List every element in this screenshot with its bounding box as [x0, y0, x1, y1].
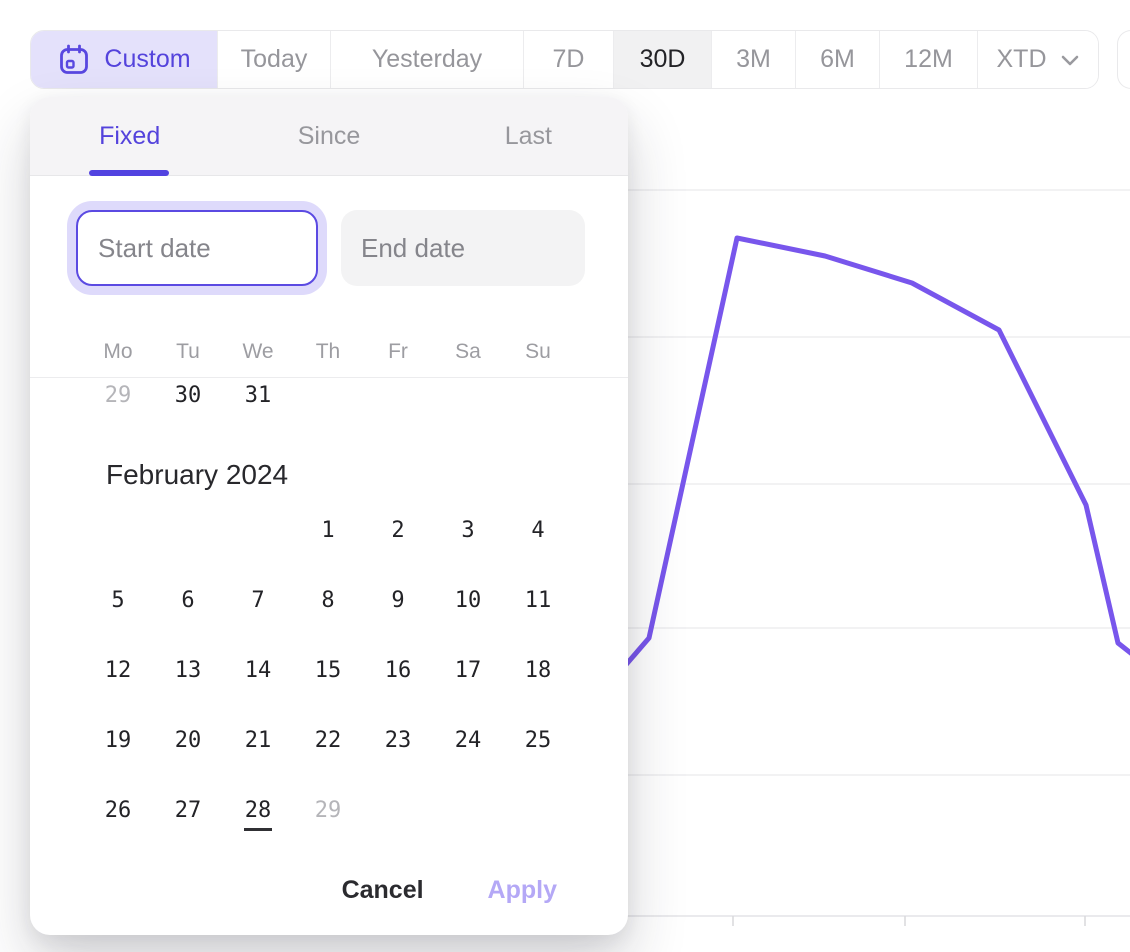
active-tab-underline: [89, 170, 169, 176]
calendar-week-row: 5 6 7 8 9 10 11: [83, 566, 573, 636]
calendar-day-5[interactable]: 5: [111, 588, 125, 613]
calendar-week-row: 19 20 21 22 23 24 25: [83, 706, 573, 776]
calendar-week-row: 1 2 3 4: [83, 496, 573, 566]
calendar-divider: [30, 377, 628, 378]
toolbar-button-xtd[interactable]: XTD: [978, 31, 1098, 88]
calendar-day-15[interactable]: 15: [314, 658, 342, 683]
toolbar-button-today[interactable]: Today: [218, 31, 331, 88]
weekday-label-mo: Mo: [103, 340, 133, 363]
calendar-week-row: 12 13 14 15 16 17 18: [83, 636, 573, 706]
tab-since[interactable]: Since: [297, 121, 361, 150]
calendar-day-30[interactable]: 30: [174, 383, 202, 408]
start-date-input[interactable]: [76, 210, 318, 286]
apply-button[interactable]: Apply: [487, 875, 557, 904]
calendar-day-27[interactable]: 27: [174, 798, 202, 823]
toolbar-button-label: 12M: [904, 45, 953, 73]
calendar-empty-cell: [223, 496, 293, 566]
calendar-day-13[interactable]: 13: [174, 658, 202, 683]
calendar-day-20[interactable]: 20: [174, 728, 202, 753]
calendar-day-24[interactable]: 24: [454, 728, 482, 753]
calendar-empty-cell: [363, 378, 433, 414]
toolbar-button-7d[interactable]: 7D: [524, 31, 614, 88]
calendar-day-12[interactable]: 12: [104, 658, 132, 683]
calendar-day-2[interactable]: 2: [391, 518, 405, 543]
calendar-empty-cell: [363, 776, 433, 846]
calendar-day-21[interactable]: 21: [244, 728, 272, 753]
weekday-label-sa: Sa: [455, 340, 481, 363]
calendar-day-6[interactable]: 6: [181, 588, 195, 613]
calendar-day-14[interactable]: 14: [244, 658, 272, 683]
toolbar-button-label: XTD: [996, 45, 1047, 73]
calendar-empty-cell: [83, 496, 153, 566]
toolbar-button-12m[interactable]: 12M: [880, 31, 978, 88]
calendar-day-28[interactable]: 28: [223, 776, 293, 846]
today-underline: 28: [243, 798, 273, 831]
calendar-day-17[interactable]: 17: [454, 658, 482, 683]
toolbar-button-label: 6M: [820, 45, 855, 73]
toolbar-button-yesterday[interactable]: Yesterday: [331, 31, 524, 88]
calendar-day-23[interactable]: 23: [384, 728, 412, 753]
calendar-empty-cell: [433, 776, 503, 846]
calendar-icon: [60, 44, 89, 74]
date-picker-header: Fixed Since Last: [30, 97, 628, 176]
chevron-down-icon: [1061, 55, 1078, 65]
toolbar-stub-button[interactable]: [1117, 30, 1130, 89]
calendar-day-18[interactable]: 18: [524, 658, 552, 683]
weekday-label-fr: Fr: [388, 340, 408, 363]
calendar-day-29: 29: [104, 383, 132, 408]
toolbar-button-6m[interactable]: 6M: [796, 31, 880, 88]
calendar-day-31[interactable]: 31: [244, 383, 272, 408]
weekday-label-th: Th: [315, 340, 341, 363]
cancel-button[interactable]: Cancel: [341, 875, 424, 904]
calendar-empty-cell: [153, 496, 223, 566]
toolbar-button-label: Custom: [104, 45, 191, 73]
toolbar-button-custom[interactable]: Custom: [31, 31, 218, 88]
tab-last[interactable]: Last: [504, 121, 552, 150]
chart-series-line: [615, 235, 1130, 677]
toolbar-button-label: Today: [240, 45, 308, 73]
calendar-empty-cell: [293, 378, 363, 414]
calendar-day-1[interactable]: 1: [321, 518, 335, 543]
toolbar-button-label: Yesterday: [371, 45, 483, 73]
date-range-toolbar: Custom Today Yesterday 7D 30D 3M 6M 12M XTD: [30, 30, 1099, 89]
toolbar-button-label: 3M: [736, 45, 771, 73]
calendar-day-25[interactable]: 25: [524, 728, 552, 753]
calendar-day-10[interactable]: 10: [454, 588, 482, 613]
calendar-empty-cell: [503, 378, 573, 414]
calendar-empty-cell: [433, 378, 503, 414]
calendar-row-previous-month: 29 30 31: [83, 378, 573, 414]
calendar-day-26[interactable]: 26: [104, 798, 132, 823]
calendar-day-29: 29: [314, 798, 342, 823]
calendar-day-8[interactable]: 8: [321, 588, 335, 613]
toolbar-button-3m[interactable]: 3M: [712, 31, 796, 88]
toolbar-button-30d[interactable]: 30D: [614, 31, 712, 88]
calendar-day-3[interactable]: 3: [461, 518, 475, 543]
calendar-day-19[interactable]: 19: [104, 728, 132, 753]
calendar-week-row: 26 27 28 29: [83, 776, 573, 846]
end-date-input[interactable]: [341, 210, 585, 286]
calendar-grid: 1 2 3 4 5 6 7 8 9 10 11 12 13 14 15 16 17 18 19 20 21 22 23 24 2…: [83, 496, 573, 846]
date-picker-tabs: Fixed Since Last: [30, 97, 628, 175]
calendar-day-11[interactable]: 11: [524, 588, 552, 613]
weekday-label-tu: Tu: [176, 340, 200, 363]
calendar-day-7[interactable]: 7: [251, 588, 265, 613]
weekday-label-we: We: [242, 340, 274, 363]
toolbar-button-label: 7D: [552, 45, 585, 73]
calendar-day-4[interactable]: 4: [531, 518, 545, 543]
tab-fixed[interactable]: Fixed: [99, 121, 161, 150]
panel-footer: Cancel Apply: [30, 868, 628, 912]
calendar-day-16[interactable]: 16: [384, 658, 412, 683]
weekday-label-su: Su: [525, 340, 551, 363]
month-title: February 2024: [106, 459, 289, 490]
calendar-day-22[interactable]: 22: [314, 728, 342, 753]
calendar-day-9[interactable]: 9: [391, 588, 405, 613]
calendar-empty-cell: [503, 776, 573, 846]
toolbar-button-label: 30D: [639, 45, 686, 73]
weekday-header-row: Mo Tu We Th Fr Sa Su: [83, 334, 573, 370]
